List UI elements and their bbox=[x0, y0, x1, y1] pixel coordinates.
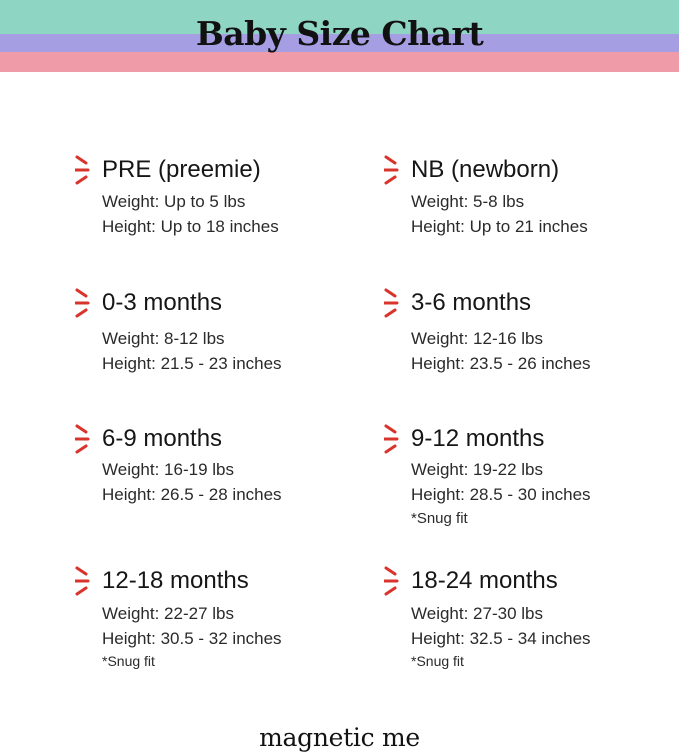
size-title: 12-18 months bbox=[102, 567, 249, 594]
header-band-pink bbox=[0, 52, 679, 72]
red-burst-icon bbox=[384, 155, 399, 185]
size-height: Height: 23.5 - 26 inches bbox=[411, 354, 591, 373]
size-height: Height: Up to 21 inches bbox=[411, 217, 588, 236]
size-weight: Weight: 12-16 lbs bbox=[411, 329, 543, 348]
red-burst-icon bbox=[75, 155, 90, 185]
snug-fit-note: *Snug fit bbox=[411, 510, 468, 527]
size-weight: Weight: 27-30 lbs bbox=[411, 604, 543, 623]
brand-logo: magnetic me bbox=[259, 723, 420, 752]
red-burst-icon bbox=[384, 424, 399, 454]
size-weight: Weight: 22-27 lbs bbox=[102, 604, 234, 623]
size-weight: Weight: 8-12 lbs bbox=[102, 329, 225, 348]
red-burst-icon bbox=[75, 288, 90, 318]
size-title: 9-12 months bbox=[411, 425, 545, 452]
size-title: 6-9 months bbox=[102, 425, 223, 452]
red-burst-icon bbox=[384, 288, 399, 318]
header-band-lavender bbox=[0, 34, 679, 52]
header-band-teal bbox=[0, 0, 679, 34]
red-burst-icon bbox=[384, 566, 399, 596]
snug-fit-note: *Snug fit bbox=[102, 653, 155, 669]
size-weight: Weight: 19-22 lbs bbox=[411, 460, 543, 479]
size-title: PRE (preemie) bbox=[102, 156, 261, 183]
snug-fit-note: *Snug fit bbox=[411, 653, 464, 669]
red-burst-icon bbox=[75, 566, 90, 596]
size-height: Height: 32.5 - 34 inches bbox=[411, 629, 591, 648]
size-weight: Weight: 16-19 lbs bbox=[102, 460, 234, 479]
size-height: Height: 26.5 - 28 inches bbox=[102, 485, 282, 504]
size-title: NB (newborn) bbox=[411, 156, 560, 183]
size-title: 18-24 months bbox=[411, 567, 558, 594]
header-banner: Baby Size Chart bbox=[0, 0, 679, 72]
size-height: Height: Up to 18 inches bbox=[102, 217, 279, 236]
size-title: 0-3 months bbox=[102, 289, 223, 316]
size-height: Height: 30.5 - 32 inches bbox=[102, 629, 282, 648]
size-height: Height: 21.5 - 23 inches bbox=[102, 354, 282, 373]
size-weight: Weight: Up to 5 lbs bbox=[102, 192, 246, 211]
size-title: 3-6 months bbox=[411, 289, 532, 316]
size-height: Height: 28.5 - 30 inches bbox=[411, 485, 591, 504]
red-burst-icon bbox=[75, 424, 90, 454]
size-weight: Weight: 5-8 lbs bbox=[411, 192, 525, 211]
page-title: Baby Size Chart bbox=[195, 14, 484, 53]
